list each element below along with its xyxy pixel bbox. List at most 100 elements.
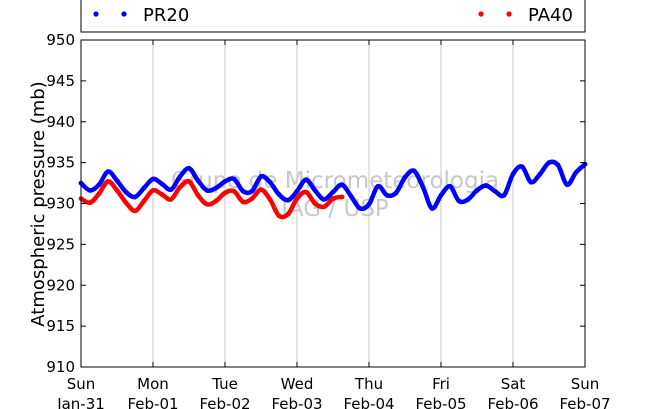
data-point-pr20 bbox=[420, 184, 426, 190]
legend-box bbox=[80, 0, 586, 33]
y-tick-label: 910 bbox=[46, 358, 75, 376]
data-point-pa40 bbox=[96, 191, 102, 197]
data-point-pr20 bbox=[564, 182, 570, 188]
data-point-pr20 bbox=[510, 171, 516, 177]
data-point-pa40 bbox=[159, 192, 165, 197]
x-tick-day: Tue bbox=[211, 375, 238, 393]
data-point-pr20 bbox=[501, 192, 507, 198]
data-point-pr20 bbox=[537, 171, 543, 177]
legend-entry-pr20: PR20 bbox=[93, 5, 189, 26]
x-tick-day: Sun bbox=[571, 375, 600, 393]
data-point-pr20 bbox=[258, 174, 264, 179]
y-axis-label: Atmospheric pressure (mb) bbox=[28, 81, 49, 326]
data-point-pa40 bbox=[222, 190, 228, 196]
plot-background bbox=[81, 40, 585, 367]
data-point-pa40 bbox=[249, 196, 255, 202]
data-point-pa40 bbox=[294, 196, 300, 202]
data-point-pr20 bbox=[222, 179, 228, 184]
x-tick-date: Feb-03 bbox=[271, 395, 322, 409]
data-point-pr20 bbox=[141, 185, 147, 191]
data-point-pa40 bbox=[195, 192, 201, 198]
legend-label-pr20: PR20 bbox=[143, 5, 189, 26]
data-point-pr20 bbox=[456, 198, 462, 204]
data-point-pr20 bbox=[447, 183, 453, 189]
data-point-pr20 bbox=[96, 182, 102, 188]
data-point-pr20 bbox=[132, 194, 138, 200]
data-point-pr20 bbox=[267, 179, 273, 185]
x-tick-day: Sat bbox=[501, 375, 526, 393]
data-point-pr20 bbox=[429, 206, 435, 211]
legend-marker-pa40 bbox=[478, 11, 484, 17]
data-point-pa40 bbox=[123, 200, 129, 206]
data-point-pr20 bbox=[393, 190, 399, 196]
x-tick-day: Sun bbox=[67, 375, 96, 393]
data-point-pr20 bbox=[411, 168, 417, 174]
x-tick-day: Fri bbox=[432, 375, 450, 393]
data-point-pa40 bbox=[240, 199, 246, 205]
data-point-pa40 bbox=[141, 198, 147, 204]
data-point-pr20 bbox=[528, 179, 534, 185]
x-tick-date: Feb-04 bbox=[343, 395, 394, 409]
data-point-pr20 bbox=[114, 178, 120, 184]
data-point-pa40 bbox=[168, 197, 174, 202]
data-point-pr20 bbox=[303, 177, 309, 183]
data-point-pa40 bbox=[114, 188, 120, 193]
data-point-pr20 bbox=[105, 169, 111, 175]
data-point-pa40 bbox=[330, 196, 336, 202]
data-point-pr20 bbox=[87, 188, 93, 193]
data-point-pr20 bbox=[231, 176, 237, 182]
y-tick-label: 935 bbox=[46, 154, 75, 172]
legend-marker-pr20 bbox=[121, 11, 127, 17]
data-point-pr20 bbox=[195, 178, 201, 184]
data-point-pr20 bbox=[294, 188, 300, 194]
data-point-pr20 bbox=[357, 206, 363, 211]
data-point-pr20 bbox=[285, 197, 291, 203]
x-tick-day: Mon bbox=[137, 375, 169, 393]
y-tick-label: 920 bbox=[46, 276, 75, 294]
series-layer bbox=[78, 159, 588, 220]
legend-marker-pr20 bbox=[93, 11, 99, 17]
data-point-pa40 bbox=[87, 200, 93, 206]
data-point-pa40 bbox=[339, 194, 345, 200]
data-point-pr20 bbox=[213, 185, 219, 191]
y-tick-labels: 910 915 920 925 930 935 940 945 950 bbox=[46, 31, 75, 376]
data-point-pa40 bbox=[150, 188, 156, 193]
data-point-pr20 bbox=[330, 189, 336, 195]
x-tick-date: Feb-06 bbox=[487, 395, 538, 409]
data-point-pr20 bbox=[474, 188, 480, 193]
data-point-pr20 bbox=[168, 187, 174, 193]
data-point-pr20 bbox=[240, 188, 246, 194]
x-tick-labels: Sun Jan-31 Mon Feb-01 Tue Feb-02 Wed Feb-03 Thu F… bbox=[56, 375, 610, 409]
data-point-pr20 bbox=[465, 197, 471, 202]
data-point-pr20 bbox=[339, 182, 345, 188]
data-point-pr20 bbox=[159, 181, 165, 187]
data-point-pa40 bbox=[321, 204, 327, 210]
data-point-pr20 bbox=[249, 188, 255, 194]
data-point-pr20 bbox=[204, 188, 210, 193]
data-point-pr20 bbox=[492, 188, 498, 194]
data-point-pr20 bbox=[312, 188, 318, 193]
data-point-pr20 bbox=[276, 192, 282, 197]
x-tick-date: Jan-31 bbox=[56, 395, 105, 409]
data-point-pr20 bbox=[348, 193, 354, 199]
x-tick-date: Feb-07 bbox=[559, 395, 610, 409]
x-tick-day: Wed bbox=[281, 375, 314, 393]
data-point-pr20 bbox=[546, 160, 552, 166]
data-point-pr20 bbox=[384, 192, 390, 198]
data-point-pr20 bbox=[483, 183, 489, 188]
data-point-pr20 bbox=[123, 189, 129, 195]
y-tick-label: 940 bbox=[46, 113, 75, 131]
data-point-pr20 bbox=[366, 201, 372, 207]
data-point-pr20 bbox=[177, 174, 183, 179]
data-point-pa40 bbox=[276, 213, 282, 219]
x-tick-date: Feb-01 bbox=[127, 395, 178, 409]
data-point-pa40 bbox=[267, 197, 273, 202]
axis-ticks bbox=[80, 39, 586, 368]
x-tick-day: Thu bbox=[354, 375, 383, 393]
data-point-pr20 bbox=[321, 197, 327, 202]
y-tick-label: 915 bbox=[46, 317, 75, 335]
plot-area: Grupo de Micrometeorologia IAG / USP bbox=[78, 39, 588, 368]
data-point-pa40 bbox=[312, 201, 318, 206]
data-point-pr20 bbox=[555, 162, 561, 168]
